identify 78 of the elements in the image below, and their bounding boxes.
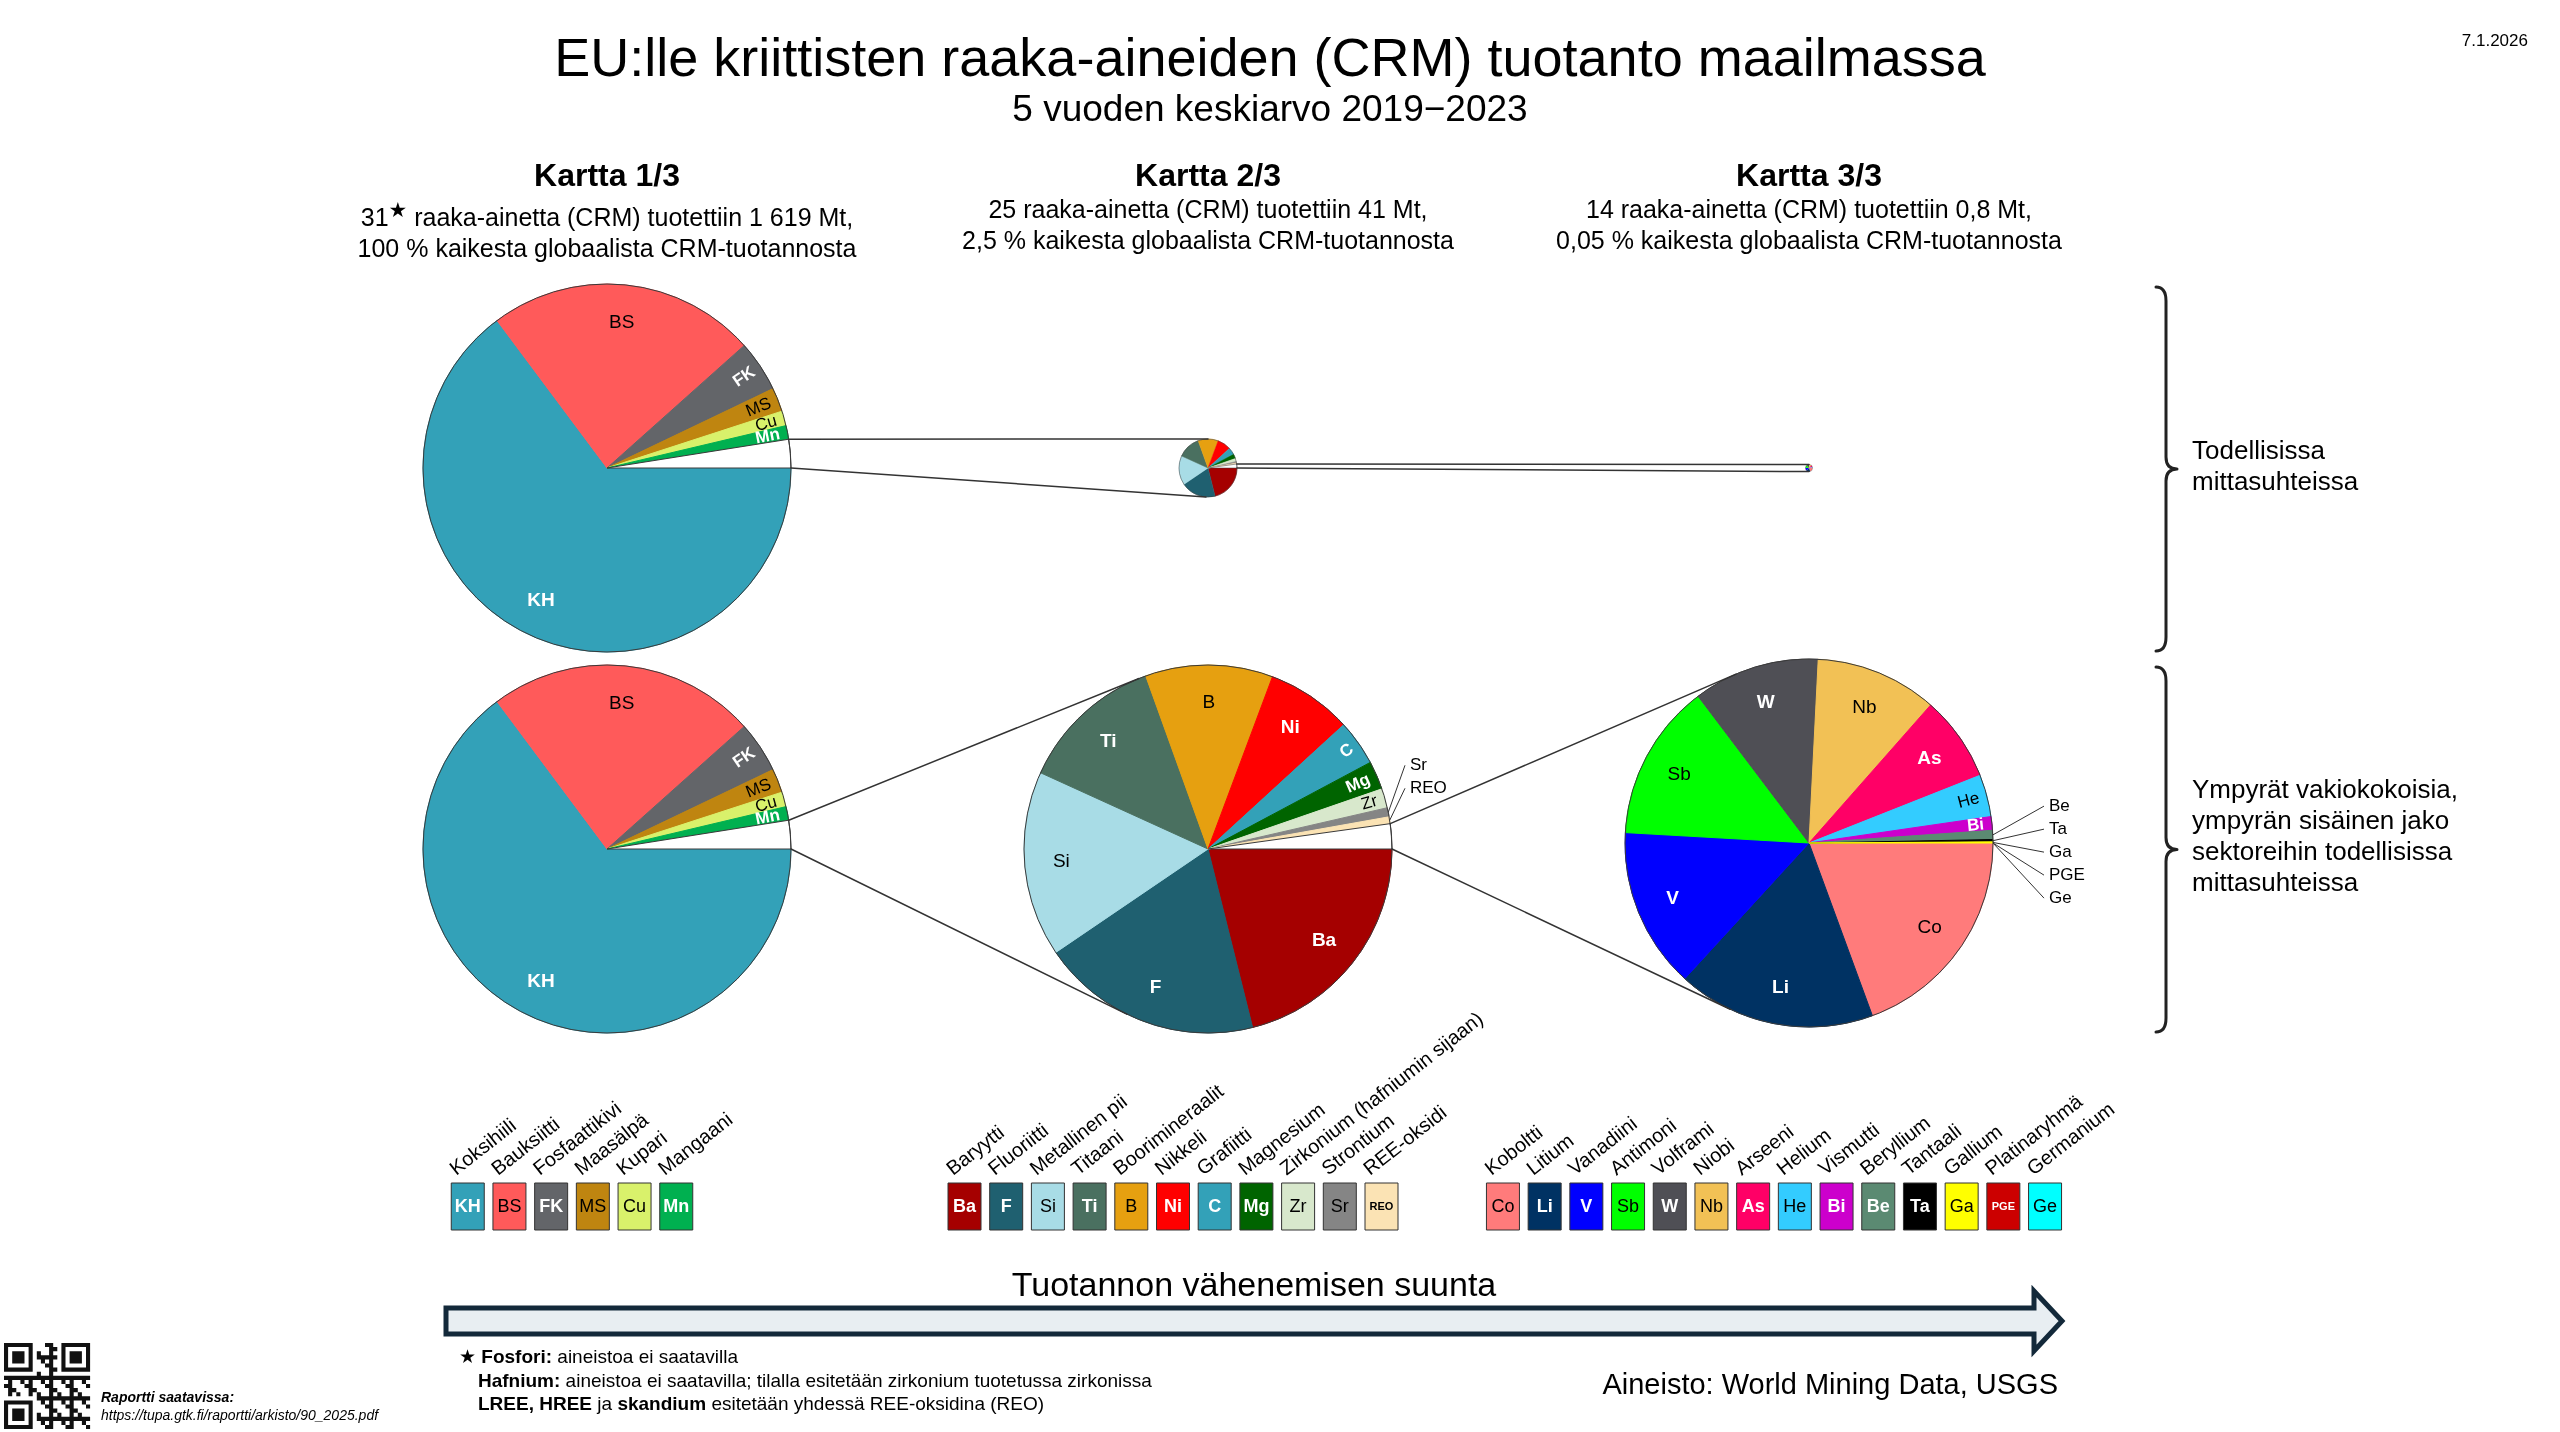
category-label: FK [539,1195,564,1216]
category-label: C [1208,1195,1222,1216]
category-label: Ni [1164,1195,1182,1216]
category-label: As [1741,1195,1765,1216]
category-label: Sb [1617,1195,1640,1216]
category-label: Bi [1827,1195,1846,1216]
category-label: Mg [1243,1195,1270,1216]
text: ★ Fosfori: aineistoa ei saatavilla [459,1346,738,1367]
slice-label: KH [527,969,555,991]
text: LREE, HREE ja skandium esitetään yhdessä REE-oksidina (REO) [478,1393,1045,1414]
slice-label: C [1335,739,1357,762]
category-label: REO [1369,1199,1394,1212]
slice-label: As [1917,747,1942,769]
slice-label: Ta [2049,819,2068,839]
category-label: MS [579,1195,607,1216]
text: https://tupa.gtk.fi/raportti/arkisto/90_2025.pdf [101,1407,379,1424]
slice-label: Ba [1311,928,1337,950]
slice-label: He [1955,787,1982,812]
slice-label: Sr [1410,755,1428,775]
category-label: Co [1491,1195,1515,1216]
category-label: Si [1039,1195,1056,1216]
text: 5 vuoden keskiarvo 2019−2023 [1012,87,1528,131]
text: Aineisto: World Mining Data, USGS [1602,1367,2058,1402]
category-label: He [1783,1195,1807,1216]
category-label: Ta [1910,1195,1930,1216]
category-label: Mn [663,1195,690,1216]
text: Kartta 3/3 [1736,156,1882,195]
text: 7.1.2026 [2461,31,2528,52]
slice-label: Ni [1280,715,1300,737]
slice-label: BS [609,691,635,713]
slice-label: Be [2049,796,2070,816]
category-label: Li [1536,1195,1553,1216]
category-label: Sr [1330,1195,1349,1216]
slice-label: W [1756,691,1775,713]
category-label: PGE [1991,1199,2015,1212]
category-label: Ge [2049,888,2072,908]
text: Raportti saatavissa: [101,1389,235,1406]
category-label: W [1661,1195,1679,1216]
text: EU:lle kriittisten raaka-aineiden (CRM) tuotanto maailmassa [554,26,1986,89]
text: Tuotannon vähenemisen suunta [1011,1264,1497,1305]
category-label: V [1580,1195,1593,1216]
slice-label: Nb [1852,695,1877,717]
slice-label: REO [1410,778,1447,798]
slice-label: Bi [1966,814,1985,835]
slice-label: Ga [2049,842,2073,862]
category-label: F [1000,1195,1012,1216]
category-label: PGE [2049,865,2085,885]
category-label: Ge [2033,1195,2058,1216]
category-label: Nb [1699,1195,1723,1216]
slice-label: KH [454,1195,481,1216]
slice-label: Sb [1667,762,1691,784]
text: Ympyrät vakiokokoisia, ympyrän sisäinen jako sektoreihin todellisissa mittasuhteissa [2192,774,2458,898]
slice-label: BS [609,310,635,332]
slice-label: F [1149,975,1162,997]
slice-label: Si [1052,850,1070,872]
chart-title: Kartta 1/3 [534,156,680,195]
category-label: Ti [1081,1195,1098,1216]
chart-subtitle: 25 raaka-ainetta (CRM) tuotettiin 41 Mt, 2,5 % kaikesta globaalista CRM-tuotannosta [962,193,1454,256]
slice-label: B [1202,690,1216,712]
text: 14 raaka-ainetta (CRM) tuotettiin 0,8 Mt, 0,05 % kaikesta globaalista CRM-tuotannosta [1556,193,2062,256]
category-label: Cu [623,1195,647,1216]
category-label: Zr [1289,1195,1307,1216]
text: Hafnium: aineistoa ei saatavilla; tilalla esitetään zirkonium tuotetussa zirkonissa [478,1370,1152,1391]
slice-label: Co [1917,916,1942,938]
category-label: BS [497,1195,522,1216]
slice-label: V [1666,887,1680,909]
category-label: Be [1866,1195,1890,1216]
chart-title: Kartta 2/3 [1135,156,1281,195]
slice-label: FK [729,361,760,391]
slice-label: FK [729,742,760,772]
slice-label: Ti [1099,729,1117,751]
text: Todellisissa mittasuhteissa [2192,435,2359,497]
category-label: B [1125,1195,1138,1216]
category-label: Ba [952,1195,977,1216]
category-label: Ga [1949,1195,1974,1216]
chart-subtitle: 31$^{★}$ raaka-ainetta (CRM) tuotettiin 1 619 Mt, 100 % kaikesta globaalista CRM-tuotannosta [357,196,857,264]
slice-label: Li [1772,976,1789,998]
slice-label: KH [527,588,555,610]
